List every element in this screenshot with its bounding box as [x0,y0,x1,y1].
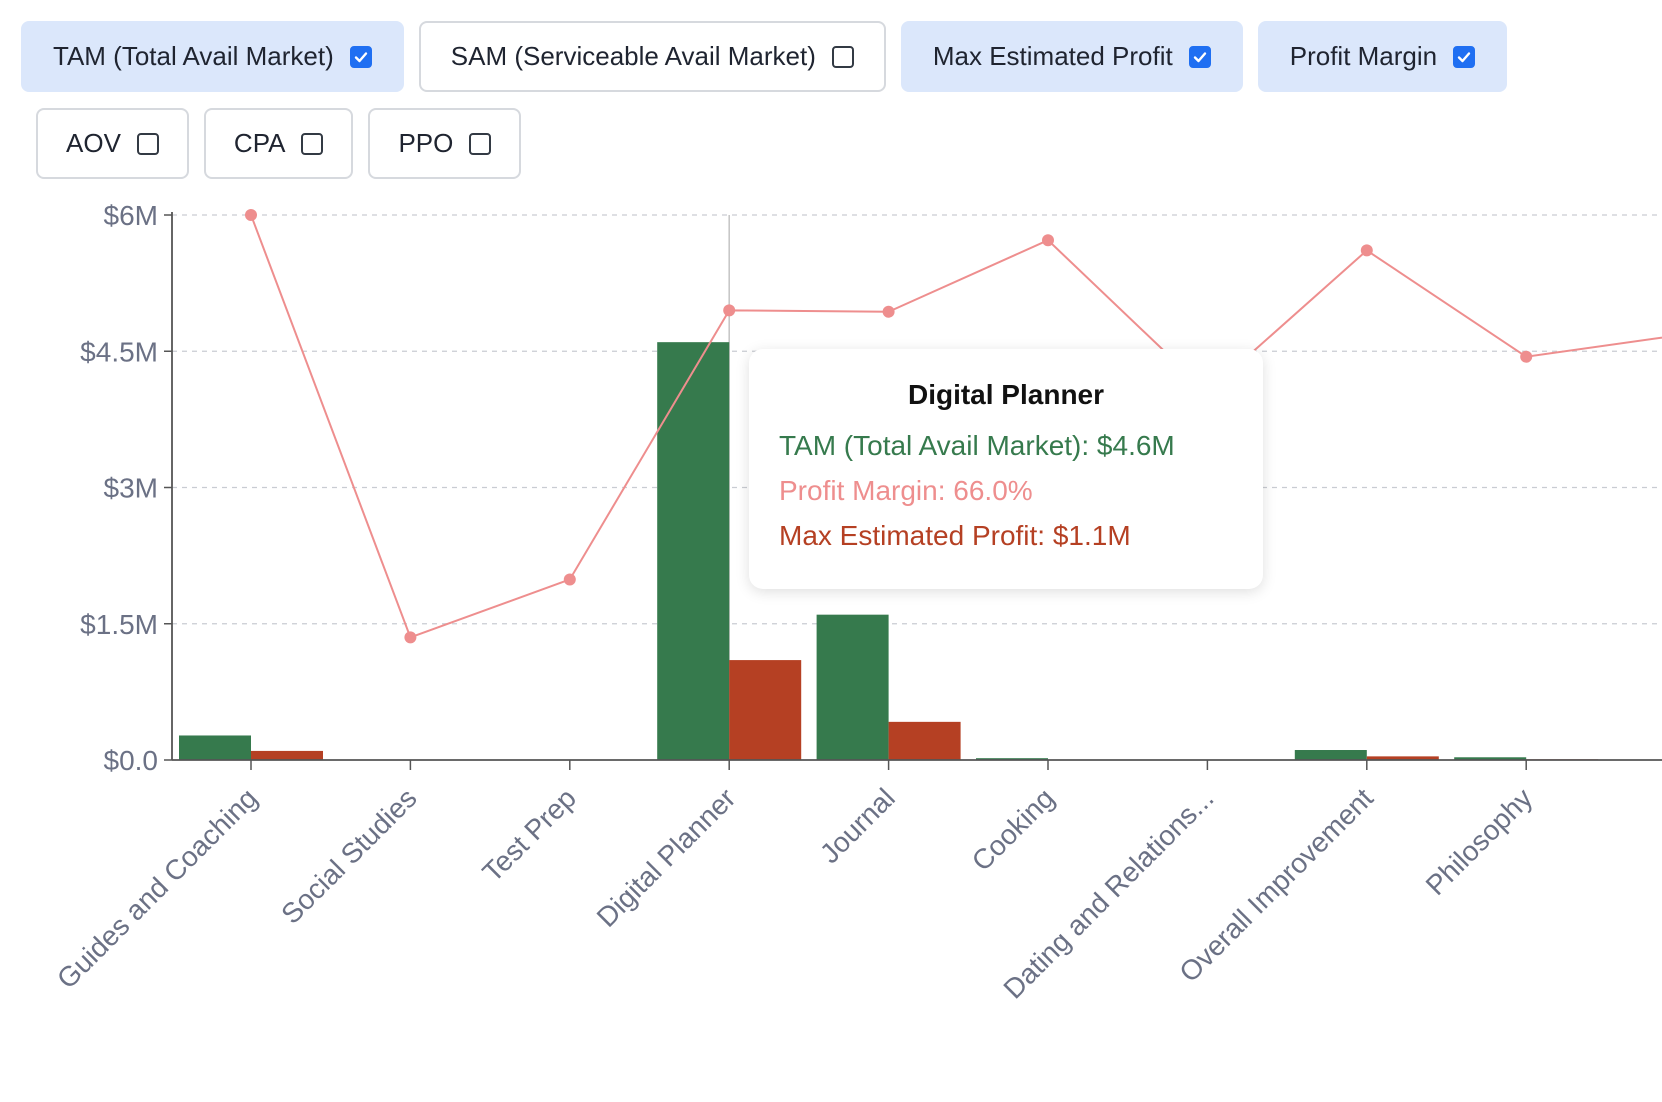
checkbox-icon[interactable] [1188,45,1211,68]
toggle-label: PPO [398,128,454,158]
metric-toggle-row-2: AOV CPA PPO [36,108,522,179]
combo-chart: $0.0 $1.5M $3M $4.5M $6M Guides and Coaching S… [51,200,1662,1005]
profit-margin-point [882,305,895,318]
checkbox-icon[interactable] [301,132,324,155]
y-tick-label: $0.0 [104,745,159,776]
profit-margin-point [404,631,417,644]
toggle-label: SAM (Serviceable Avail Market) [450,41,816,71]
tam-bar [1454,757,1527,760]
metric-toggle-row: TAM (Total Avail Market) SAM (Serviceabl… [21,21,1508,92]
x-tick-label: Test Prep [476,782,582,888]
profit-bar [251,750,323,760]
tam-bar [657,342,730,760]
x-tick-label: Journal [814,782,901,869]
x-tick-label: Digital Planner [591,782,742,933]
toggle-profit-margin[interactable]: Profit Margin [1257,21,1508,92]
checkbox-icon[interactable] [1453,45,1476,68]
toggle-ppo[interactable]: PPO [368,108,522,179]
profit-margin-point [1520,350,1533,363]
tooltip-margin-value: Profit Margin: 66.0% [779,475,1033,506]
toggle-label: AOV [66,128,121,158]
profit-bar [729,660,802,760]
checkbox-icon[interactable] [349,45,372,68]
checkbox-icon[interactable] [831,45,854,68]
toggle-aov[interactable]: AOV [36,108,189,179]
profit-margin-point [1360,244,1373,257]
x-tick-label: Guides and Coaching [51,782,263,994]
profit-bar [888,721,961,760]
toggle-cpa[interactable]: CPA [203,108,354,179]
toggle-label: TAM (Total Avail Market) [53,41,334,71]
toggle-max-estimated-profit[interactable]: Max Estimated Profit [900,21,1243,92]
chart-tooltip: Digital Planner TAM (Total Avail Market)… [749,349,1263,589]
checkbox-icon[interactable] [469,132,492,155]
tooltip-tam-value: TAM (Total Avail Market): $4.6M [779,430,1175,461]
profit-margin-point [563,573,576,586]
profit-margin-point [723,304,736,317]
profit-margin-point [1042,234,1054,247]
x-tick-label: Cooking [966,782,1061,877]
tam-bar [1294,750,1367,760]
y-tick-label: $6M [104,200,158,231]
y-tick-label: $4.5M [80,336,158,367]
y-tick-label: $3M [104,473,158,504]
toggle-label: CPA [233,128,286,158]
checkbox-icon[interactable] [136,132,159,155]
profit-margin-line [250,214,1662,639]
x-tick-label: Philosophy [1420,782,1539,901]
tooltip-title: Digital Planner [907,379,1105,410]
tooltip-profit-value: Max Estimated Profit: $1.1M [779,520,1131,551]
toggle-sam[interactable]: SAM (Serviceable Avail Market) [418,21,886,92]
y-tick-label: $1.5M [80,609,158,640]
profit-margin-point [245,209,257,221]
toggle-label: Max Estimated Profit [932,41,1173,71]
tam-bar [976,758,1048,760]
x-tick-label: Social Studies [275,782,422,929]
tam-bar [179,735,251,760]
tam-bar [816,614,889,760]
profit-bar [1366,756,1439,760]
toggle-label: Profit Margin [1289,41,1438,71]
toggle-tam[interactable]: TAM (Total Avail Market) [21,21,404,92]
